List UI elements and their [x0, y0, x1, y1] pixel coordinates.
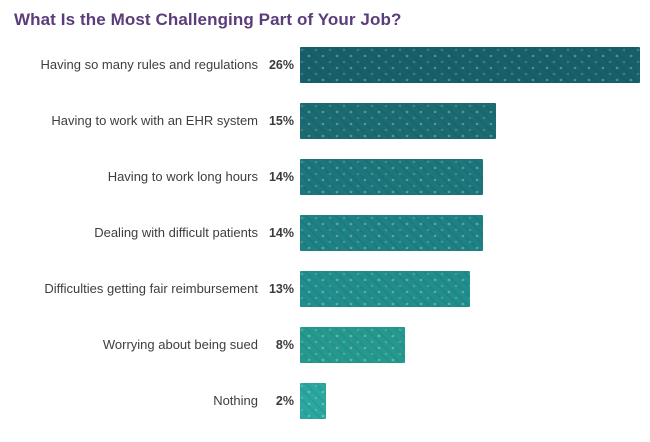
- category-label: Nothing: [213, 393, 258, 409]
- bar-track: [300, 271, 650, 307]
- category-label: Worrying about being sued: [102, 337, 258, 353]
- value-label: 8%: [275, 338, 294, 352]
- category-label: Having so many rules and regulations: [40, 57, 258, 73]
- value-label: 13%: [268, 282, 294, 296]
- chart-row: Having so many rules and regulations 26%: [0, 37, 650, 93]
- value-label: 2%: [275, 394, 294, 408]
- bar: [300, 271, 470, 307]
- bar-track: [300, 383, 650, 419]
- bar: [300, 383, 326, 419]
- category-label: Difficulties getting fair reimbursement: [44, 281, 258, 297]
- bar: [300, 327, 405, 363]
- value-label: 26%: [268, 58, 294, 72]
- chart-row: Dealing with difficult patients 14%: [0, 205, 650, 261]
- bar: [300, 47, 640, 83]
- value-label: 15%: [268, 114, 294, 128]
- category-label: Having to work long hours: [107, 169, 258, 185]
- bar: [300, 215, 483, 251]
- bar-track: [300, 159, 650, 195]
- bar: [300, 159, 483, 195]
- chart-row: Having to work with an EHR system 15%: [0, 93, 650, 149]
- chart-row: Having to work long hours 14%: [0, 149, 650, 205]
- category-label: Dealing with difficult patients: [94, 225, 258, 241]
- bar-track: [300, 327, 650, 363]
- category-label: Having to work with an EHR system: [51, 113, 258, 129]
- bar-track: [300, 103, 650, 139]
- chart-row: Difficulties getting fair reimbursement …: [0, 261, 650, 317]
- bar: [300, 103, 496, 139]
- chart-row: Nothing 2%: [0, 373, 650, 429]
- chart-title: What Is the Most Challenging Part of You…: [14, 10, 402, 29]
- bar-track: [300, 47, 650, 83]
- value-label: 14%: [268, 226, 294, 240]
- chart-row: Worrying about being sued 8%: [0, 317, 650, 373]
- value-label: 14%: [268, 170, 294, 184]
- bar-chart: Having so many rules and regulations 26%…: [0, 37, 650, 429]
- bar-track: [300, 215, 650, 251]
